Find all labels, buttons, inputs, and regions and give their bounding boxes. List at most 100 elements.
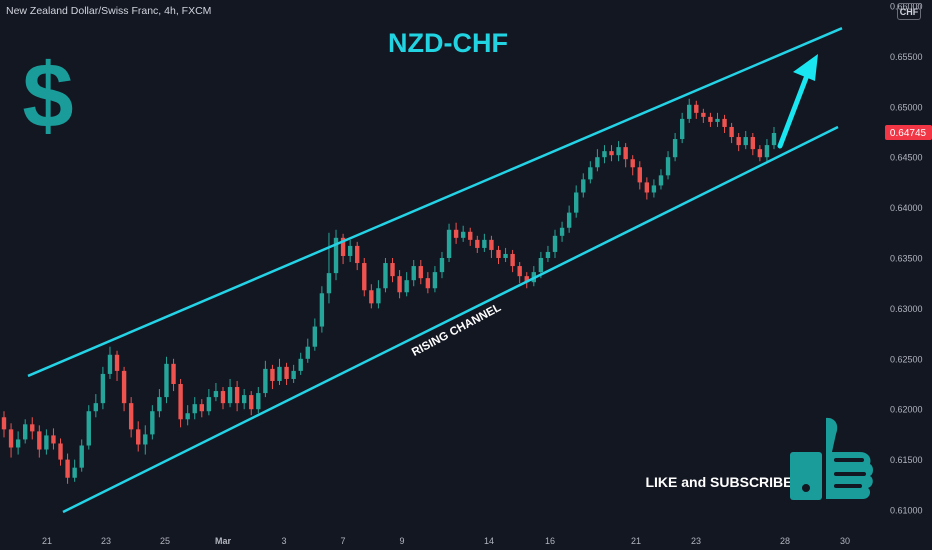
candle-body bbox=[764, 145, 770, 158]
candle-body bbox=[8, 429, 14, 448]
last-price-value: 0.64745 bbox=[890, 128, 927, 139]
thumbs-up-icon[interactable] bbox=[790, 417, 873, 500]
time-axis: 21 23 25 Mar 3 7 9 14 16 21 23 28 30 bbox=[42, 536, 850, 546]
candle-body bbox=[206, 397, 212, 412]
candle-body bbox=[192, 404, 197, 414]
candle-body bbox=[1, 417, 7, 430]
candle-body bbox=[333, 237, 339, 274]
candle-body bbox=[503, 253, 508, 258]
candle-body bbox=[510, 253, 515, 267]
x-tick-label: 14 bbox=[484, 536, 494, 546]
x-tick-label: 7 bbox=[340, 536, 345, 546]
candle-body bbox=[559, 227, 565, 236]
y-tick-label: 0.66000 bbox=[890, 2, 923, 12]
candle-body bbox=[199, 404, 204, 412]
candles-layer bbox=[1, 98, 777, 484]
candle-body bbox=[213, 391, 219, 398]
candle-body bbox=[37, 431, 42, 450]
candle-body bbox=[114, 354, 120, 371]
y-tick-label: 0.62000 bbox=[890, 405, 923, 415]
candle-body bbox=[136, 429, 141, 445]
price-axis: 0.61000 0.61500 0.62000 0.62500 0.63000 0.635… bbox=[890, 2, 923, 516]
candle-body bbox=[517, 266, 522, 277]
candle-body bbox=[602, 151, 607, 158]
chart-title: NZD-CHF bbox=[388, 28, 508, 58]
candle-body bbox=[171, 363, 176, 384]
candle-body bbox=[651, 185, 657, 193]
last-price-badge: 0.64745 bbox=[885, 125, 932, 140]
x-tick-label: 25 bbox=[160, 536, 170, 546]
candle-body bbox=[453, 229, 459, 238]
candle-body bbox=[298, 358, 303, 371]
candle-body bbox=[446, 229, 452, 258]
y-tick-label: 0.65000 bbox=[890, 102, 923, 112]
candle-body bbox=[369, 290, 374, 304]
candle-body bbox=[715, 118, 720, 122]
candle-body bbox=[623, 147, 628, 160]
candle-body bbox=[15, 439, 21, 448]
x-tick-label: 3 bbox=[281, 536, 286, 546]
candle-body bbox=[588, 167, 593, 180]
candle-body bbox=[658, 175, 664, 186]
currency-badge[interactable]: CHF bbox=[897, 3, 921, 20]
candle-body bbox=[757, 149, 763, 158]
candle-body bbox=[432, 272, 438, 289]
candle-body bbox=[425, 278, 431, 289]
candle-body bbox=[284, 366, 289, 379]
candle-body bbox=[164, 363, 169, 398]
candle-body bbox=[185, 413, 190, 420]
candle-body bbox=[496, 249, 501, 258]
x-tick-label: 30 bbox=[840, 536, 850, 546]
candle-body bbox=[665, 157, 671, 176]
y-tick-label: 0.61500 bbox=[890, 455, 923, 465]
candle-body bbox=[637, 167, 642, 183]
candle-body bbox=[326, 273, 332, 294]
candle-body bbox=[312, 326, 318, 347]
candle-body bbox=[241, 395, 247, 404]
y-tick-label: 0.63000 bbox=[890, 304, 923, 314]
candle-body bbox=[581, 179, 586, 193]
candle-body bbox=[771, 133, 777, 146]
candle-body bbox=[595, 157, 600, 168]
candle-body bbox=[291, 370, 296, 379]
candle-body bbox=[319, 293, 325, 327]
candle-body bbox=[150, 411, 155, 435]
channel-lines bbox=[27, 27, 843, 514]
candle-body bbox=[277, 366, 282, 381]
candle-body bbox=[362, 263, 367, 291]
candle-body bbox=[58, 443, 63, 460]
candle-body bbox=[404, 280, 409, 293]
candle-body bbox=[609, 151, 614, 156]
candle-body bbox=[750, 137, 755, 150]
candle-body bbox=[644, 182, 650, 193]
candle-body bbox=[736, 137, 741, 146]
candle-body bbox=[234, 387, 240, 404]
candle-body bbox=[729, 126, 734, 138]
candle-body bbox=[347, 245, 353, 256]
candle-body bbox=[227, 387, 233, 404]
candle-body bbox=[708, 116, 713, 122]
candle-body bbox=[482, 239, 487, 248]
candle-body bbox=[86, 411, 91, 446]
y-tick-label: 0.62500 bbox=[890, 354, 923, 364]
candle-body bbox=[220, 391, 226, 404]
candle-body bbox=[305, 346, 310, 359]
y-tick-label: 0.64000 bbox=[890, 203, 923, 213]
candle-body bbox=[355, 245, 360, 264]
x-tick-label: 16 bbox=[545, 536, 555, 546]
candle-body bbox=[545, 251, 551, 258]
candle-body bbox=[411, 266, 416, 281]
candle-body bbox=[121, 370, 127, 404]
x-tick-label: 21 bbox=[631, 536, 641, 546]
candle-body bbox=[44, 435, 49, 450]
candle-body bbox=[376, 288, 381, 304]
candle-body bbox=[107, 354, 113, 374]
candle-body bbox=[701, 112, 706, 117]
candle-body bbox=[743, 137, 748, 146]
candle-body bbox=[30, 424, 35, 432]
symbol-header: New Zealand Dollar/Swiss Franc, 4h, FXCM bbox=[6, 5, 212, 17]
candle-body bbox=[256, 393, 261, 410]
candle-body bbox=[489, 239, 494, 250]
